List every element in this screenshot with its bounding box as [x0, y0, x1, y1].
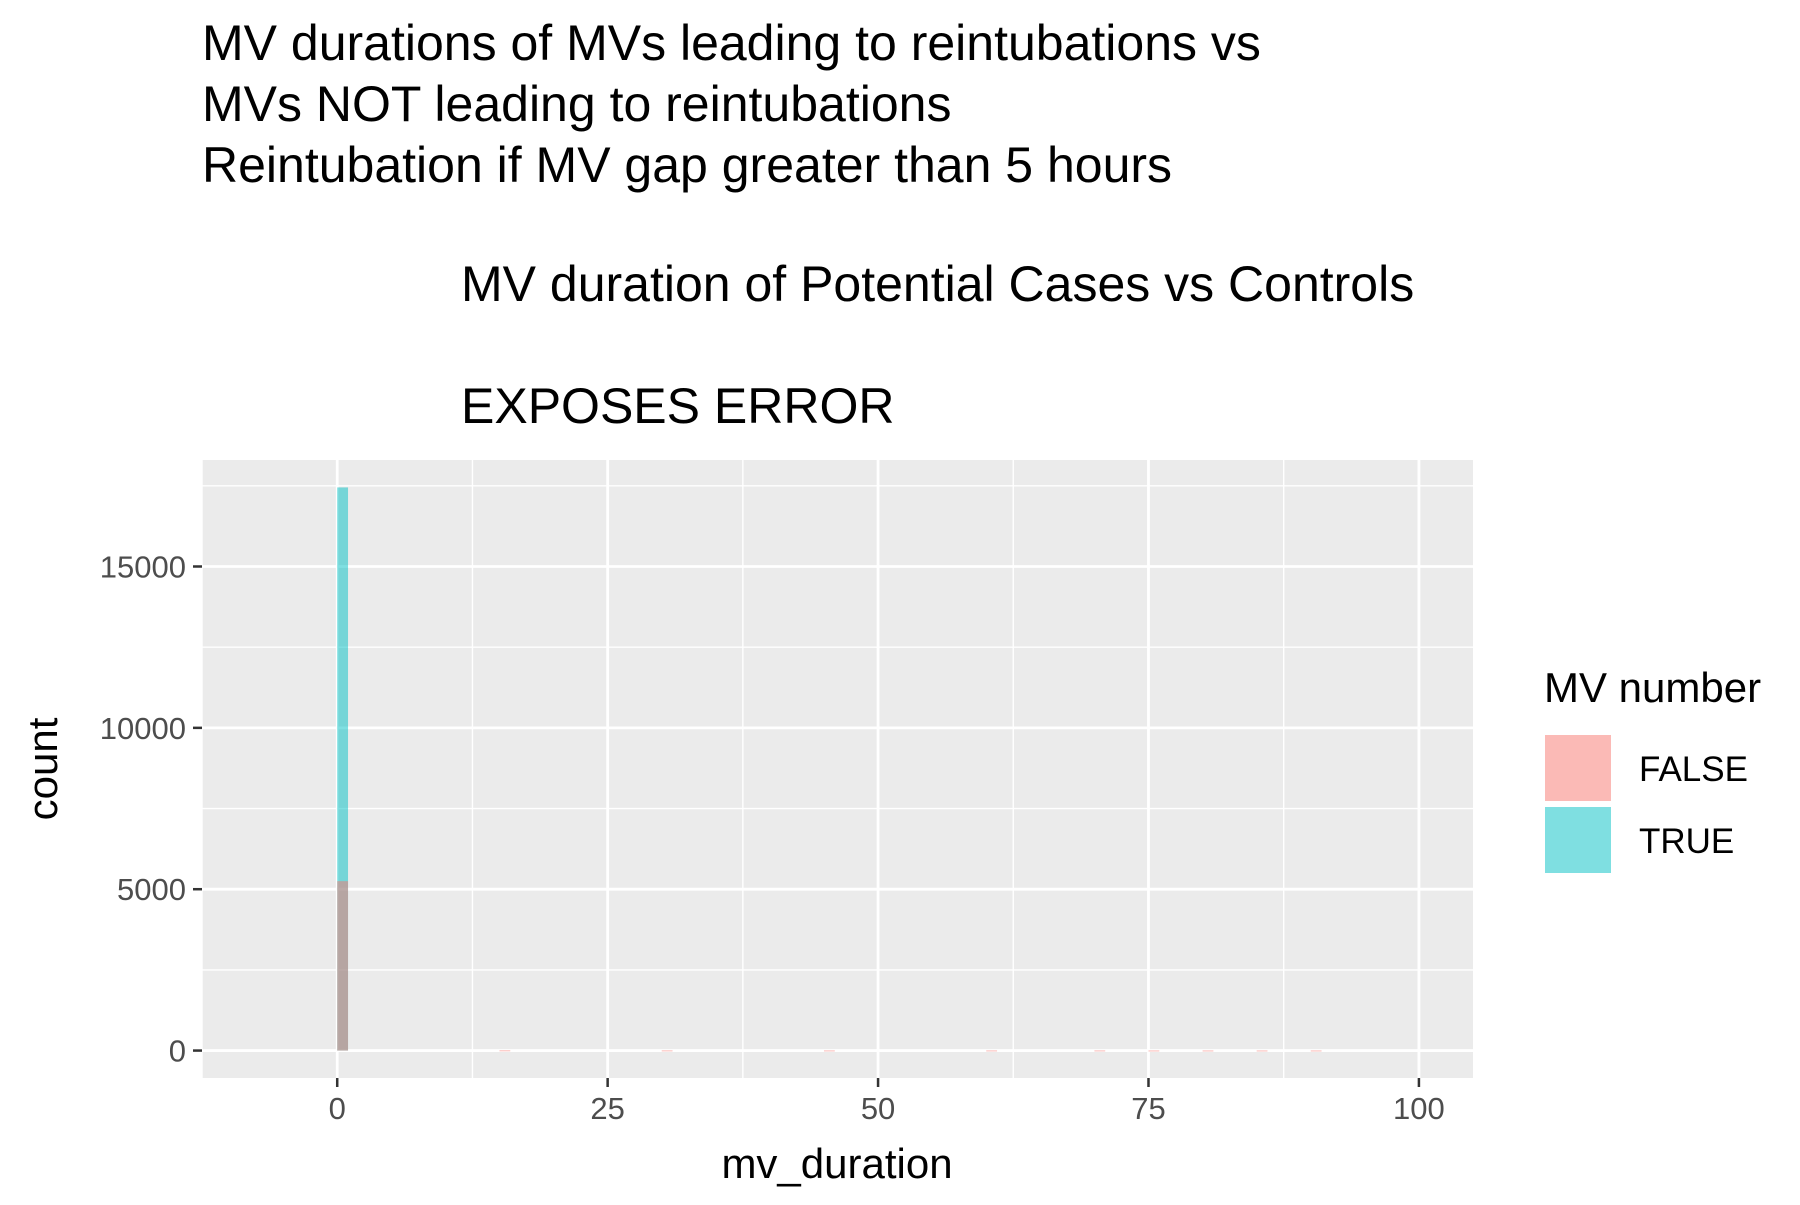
histogram-bar-false: [1094, 1050, 1106, 1052]
histogram-bar-false: [661, 1050, 673, 1052]
chart-subtitle-line-3: EXPOSES ERROR: [461, 378, 894, 434]
legend-key-true: [1543, 805, 1613, 875]
subtitle-block: MV duration of Potential Cases vs Contro…: [461, 256, 1414, 434]
grid-minor: [201, 460, 1473, 1078]
y-axis: 0 5000 10000 15000: [100, 549, 202, 1069]
legend-label-false: FALSE: [1639, 750, 1748, 789]
chart-title-line-1: MV durations of MVs leading to reintubat…: [202, 15, 1261, 71]
y-axis-label: count: [19, 717, 66, 820]
histogram-bar-false: [1148, 1050, 1160, 1052]
histogram-bar-false: [337, 881, 349, 1051]
title-block: MV durations of MVs leading to reintubat…: [202, 15, 1261, 193]
histogram-bar-false: [823, 1050, 835, 1052]
y-tick-label: 0: [169, 1034, 186, 1069]
x-axis: 0 25 50 75 100: [329, 1078, 1445, 1126]
x-tick-label: 50: [861, 1091, 895, 1126]
histogram-bars: [337, 487, 1322, 1052]
y-tick-label: 5000: [117, 872, 186, 907]
chart-subtitle-line-1: MV duration of Potential Cases vs Contro…: [461, 256, 1414, 312]
histogram-bar-false: [499, 1050, 511, 1052]
histogram-bar-false: [1256, 1050, 1268, 1052]
legend-label-true: TRUE: [1639, 822, 1734, 861]
chart-title-line-3: Reintubation if MV gap greater than 5 ho…: [202, 137, 1172, 193]
x-tick-label: 25: [590, 1091, 624, 1126]
histogram-bar-false: [1202, 1050, 1214, 1052]
y-tick-label: 15000: [100, 549, 186, 584]
chart-title-line-2: MVs NOT leading to reintubations: [202, 76, 951, 132]
histogram-bar-false: [1310, 1050, 1322, 1052]
plot-panel: [202, 460, 1473, 1078]
histogram-bar-false: [986, 1050, 998, 1052]
x-tick-label: 100: [1393, 1091, 1445, 1126]
legend: MV number FALSE TRUE: [1543, 664, 1761, 875]
histogram-bar-true: [337, 487, 349, 1051]
x-tick-label: 75: [1131, 1091, 1165, 1126]
y-tick-label: 10000: [100, 711, 186, 746]
legend-key-false: [1543, 733, 1613, 803]
x-tick-label: 0: [329, 1091, 346, 1126]
x-axis-label: mv_duration: [721, 1140, 952, 1187]
legend-title: MV number: [1544, 664, 1761, 711]
